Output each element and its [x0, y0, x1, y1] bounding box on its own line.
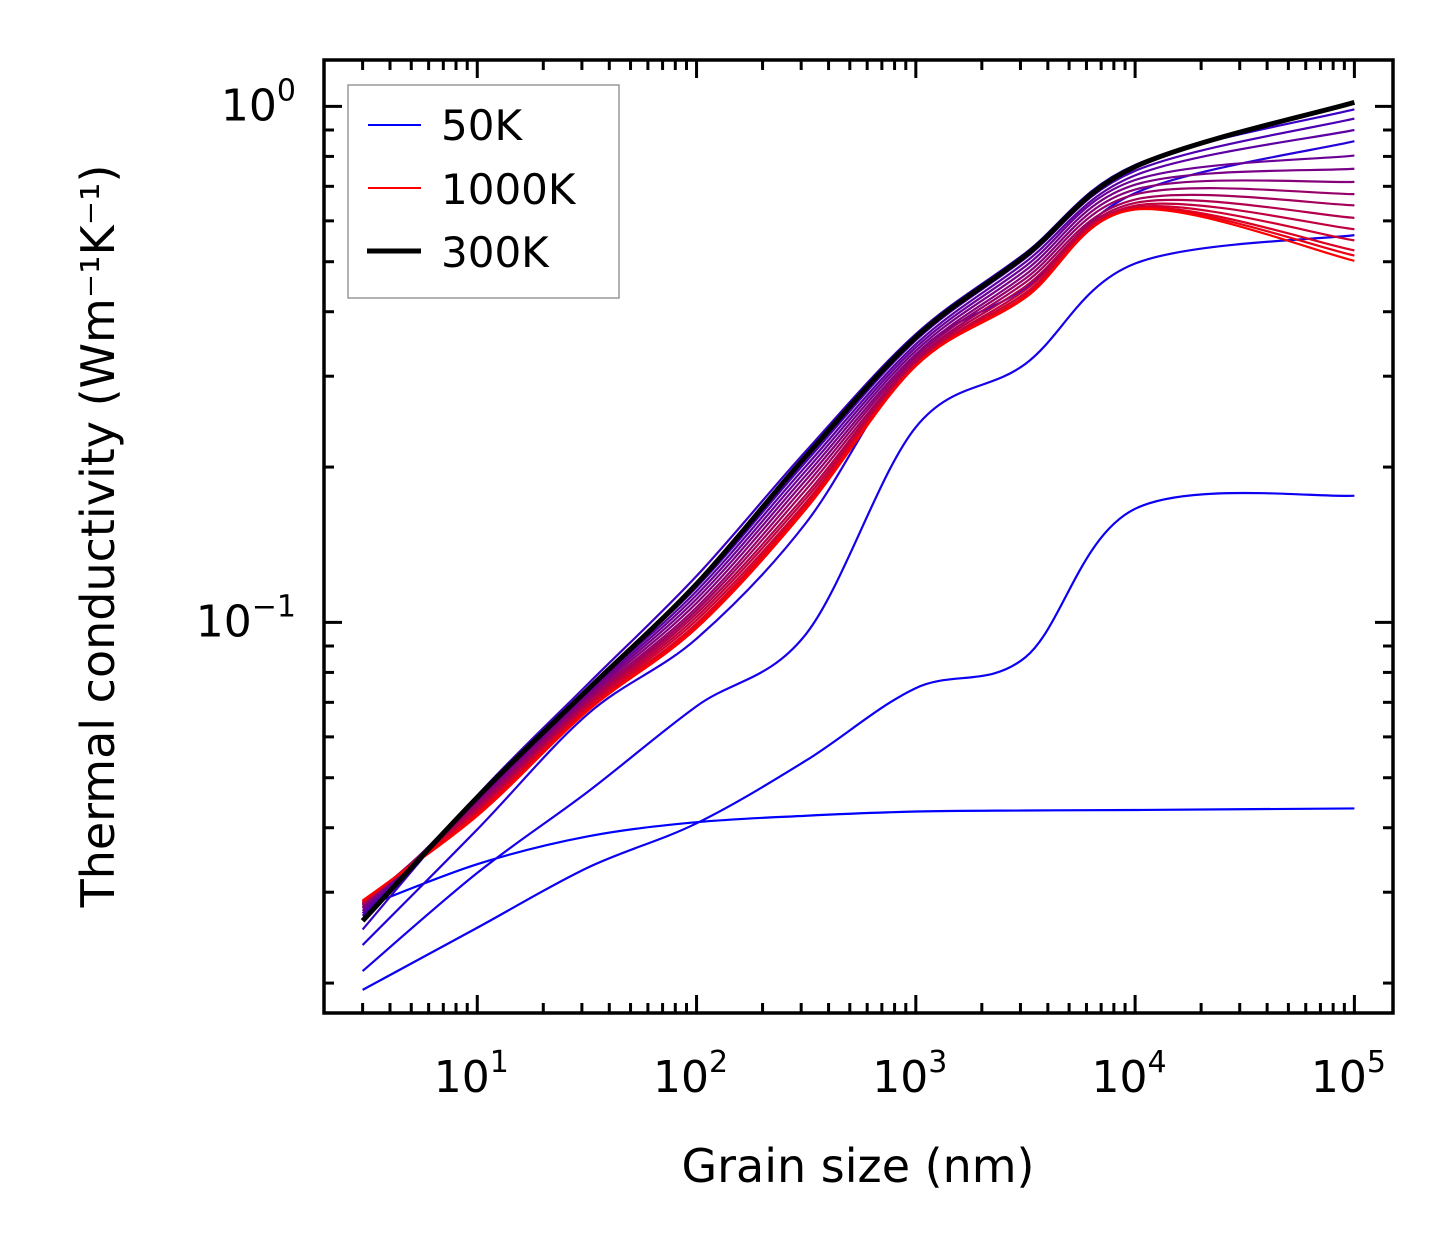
legend-frame [347, 84, 620, 299]
y-tick-label: 10−1 [196, 589, 296, 647]
x-tick-label: 101 [434, 1045, 509, 1103]
x-axis-label: Grain size (nm) [682, 1139, 1035, 1193]
series-line-650k [361, 193, 1355, 906]
series-line-300k [360, 99, 1356, 923]
x-tick-label: 102 [653, 1045, 728, 1103]
x-tick-label: 104 [1092, 1045, 1167, 1103]
legend-label-300k: 300K [441, 228, 550, 277]
series-line-1000k [361, 207, 1355, 902]
legend-label-1000k: 1000K [441, 165, 577, 214]
x-tick-labels: 101 102 103 104 105 [434, 1045, 1386, 1103]
legend-label-50k: 50K [441, 101, 523, 150]
series-line-50k [362, 807, 1355, 909]
series-line-600k [361, 187, 1355, 907]
series-line-500k [361, 167, 1355, 910]
x-tick-label: 103 [872, 1045, 947, 1103]
series-line-550k [361, 179, 1355, 908]
y-tick-label: 100 [221, 73, 296, 131]
y-axis-label: Thermal conductivity (Wm⁻¹K⁻¹) [71, 165, 125, 909]
series-line-150k [361, 234, 1355, 972]
series-line-100k [362, 491, 1355, 991]
legend: 50K 1000K 300K [347, 84, 620, 299]
series-line-200k [361, 140, 1355, 946]
series-line-700k [361, 198, 1355, 905]
y-tick-labels: 100 10−1 [196, 73, 296, 647]
x-tick-label: 105 [1311, 1045, 1386, 1103]
series-layer [360, 99, 1356, 991]
series-line-750k [361, 202, 1355, 904]
plot-frame [322, 58, 1395, 1015]
